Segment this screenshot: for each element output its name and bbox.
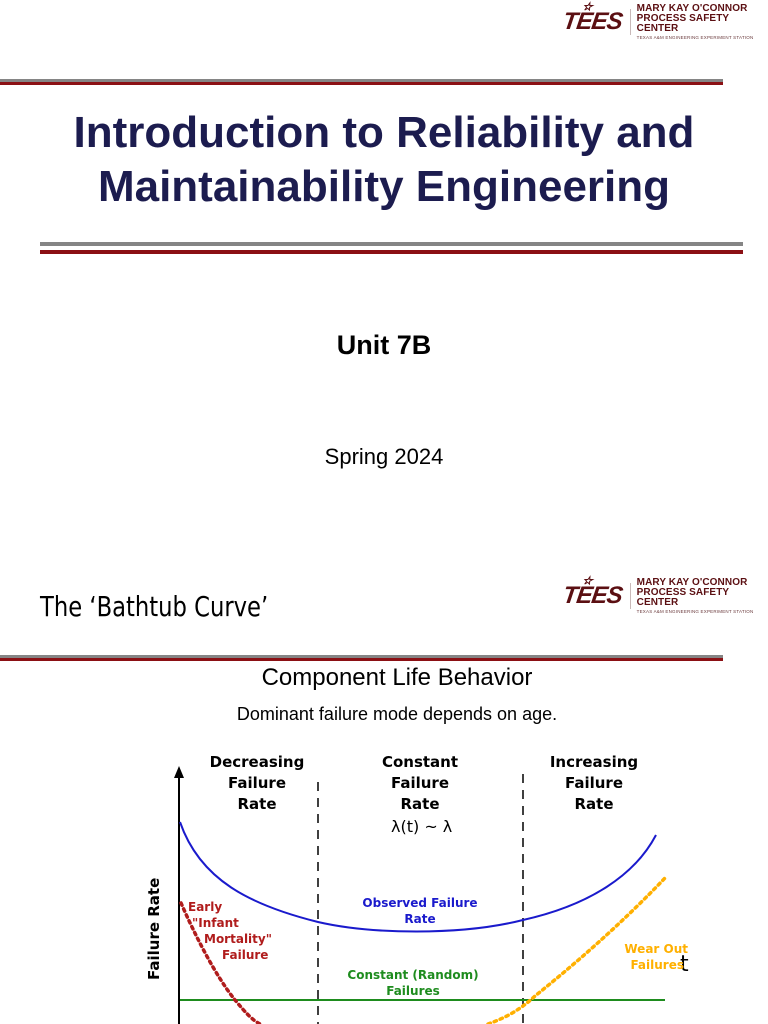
title-line-1: Introduction to Reliability and bbox=[73, 108, 695, 157]
tees-logo-mark: TEES ★ bbox=[561, 2, 624, 36]
org-name-line2: PROCESS SAFETY CENTER bbox=[636, 13, 729, 34]
constant-rate-formula: λ(t) ~ λ bbox=[391, 817, 453, 836]
constant-failures-label: Constant (Random) Failures bbox=[347, 968, 479, 998]
chart-heading: Component Life Behavior bbox=[261, 664, 533, 691]
chart-subheading: Dominant failure mode depends on age. bbox=[236, 704, 558, 724]
header-rule-red bbox=[0, 658, 723, 661]
unit-label: Unit 7B bbox=[336, 330, 432, 360]
title-rule-gray bbox=[40, 242, 743, 246]
infant-mortality-curve bbox=[179, 901, 262, 1024]
bathtub-chart bbox=[174, 766, 667, 1024]
title-slide: TEES ★ MARY KAY O'CONNOR PROCESS SAFETY C… bbox=[0, 1, 768, 469]
region-label-increasing: Increasing Failure Rate bbox=[549, 753, 639, 813]
presentation-title: Introduction to Reliability and Maintain… bbox=[0, 106, 768, 214]
x-axis-label: t bbox=[680, 952, 689, 977]
y-axis-label: Failure Rate bbox=[145, 877, 163, 980]
org-name-line2: PROCESS SAFETY CENTER bbox=[636, 587, 729, 608]
y-axis-arrow-icon bbox=[174, 766, 184, 778]
wear-out-curve bbox=[486, 876, 667, 1024]
title-line-2: Maintainability Engineering bbox=[97, 162, 671, 211]
observed-failure-curve bbox=[179, 821, 657, 933]
org-name-line3: TEXAS A&M ENGINEERING EXPERIMENT STATION bbox=[636, 609, 754, 614]
header-rule-red bbox=[0, 82, 723, 85]
tees-logo: TEES ★ MARY KAY O'CONNOR PROCESS SAFETY C… bbox=[561, 2, 768, 41]
observed-failure-label: Observed Failure Rate bbox=[362, 896, 478, 926]
header-rule-gray bbox=[0, 79, 723, 82]
wear-out-label: Wear Out Failures bbox=[624, 942, 688, 972]
infant-mortality-label: Early "Infant Mortality" Failure bbox=[188, 900, 272, 962]
term-label: Spring 2024 bbox=[324, 444, 444, 469]
region-label-constant: Constant Failure Rate bbox=[381, 753, 459, 813]
region-label-decreasing: Decreasing Failure Rate bbox=[209, 753, 305, 813]
org-name-line1: MARY KAY O'CONNOR bbox=[636, 3, 748, 14]
bathtub-curve-slide: The ‘Bathtub Curve’ TEES ★ MARY KAY O'CON… bbox=[0, 560, 768, 1024]
title-rule-red bbox=[40, 250, 743, 254]
logo-divider bbox=[629, 583, 631, 610]
tees-logo: TEES ★ MARY KAY O'CONNOR PROCESS SAFETY C… bbox=[561, 576, 768, 615]
slide-title: The ‘Bathtub Curve’ bbox=[40, 590, 269, 623]
logo-divider bbox=[629, 9, 631, 36]
org-name-line1: MARY KAY O'CONNOR bbox=[636, 577, 748, 588]
org-name-line3: TEXAS A&M ENGINEERING EXPERIMENT STATION bbox=[636, 35, 754, 40]
star-icon: ★ bbox=[582, 2, 592, 14]
header-rule-gray bbox=[0, 655, 723, 658]
